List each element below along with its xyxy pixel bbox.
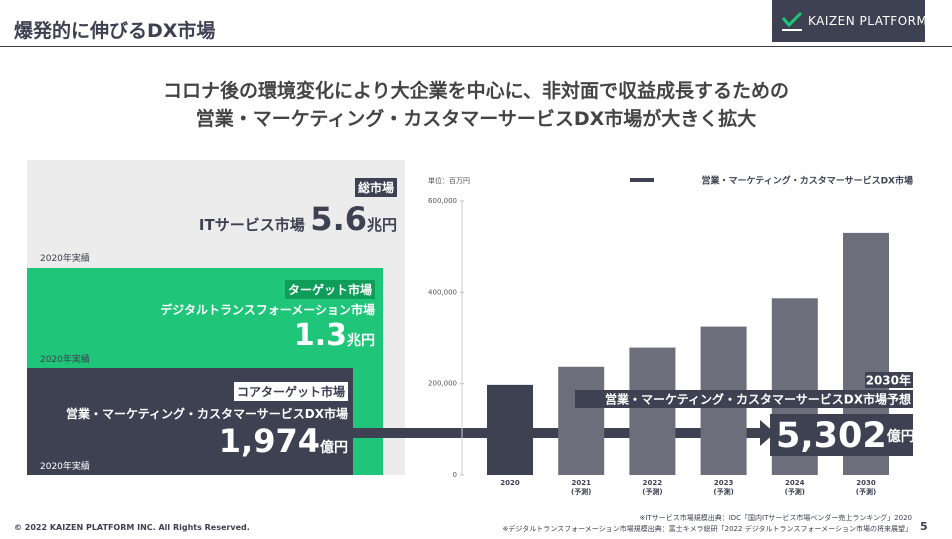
market-tag: コアターゲット市場 xyxy=(233,382,348,401)
market-unit: 兆円 xyxy=(366,216,397,234)
market-tag: 総市場 xyxy=(354,178,397,197)
market-unit: 兆円 xyxy=(347,333,375,349)
logo-icon xyxy=(781,11,803,31)
callout-title: 営業・マーケティング・カスタマーサービスDX市場予想 xyxy=(605,392,911,407)
callout-value: 5,302億円 xyxy=(776,416,915,456)
callout-unit: 億円 xyxy=(887,428,915,445)
logo: KAIZEN PLATFORM xyxy=(772,0,928,42)
x-tick-sublabel: (予測) xyxy=(856,487,876,496)
source-note: ※デジタルトランスフォーメーション市場規模出典：富士キメラ総研「2022 デジタ… xyxy=(502,525,912,533)
market-tag: ターゲット市場 xyxy=(284,280,375,299)
x-tick-label: 2023 xyxy=(714,479,734,487)
callout-box xyxy=(770,414,913,456)
bar xyxy=(629,347,676,475)
callout-number: 5,302 xyxy=(776,416,887,456)
callout-box xyxy=(575,390,913,408)
page-title: 爆発的に伸びるDX市場 xyxy=(14,20,216,42)
market-note: 2020年実績 xyxy=(40,254,90,264)
y-tick-label: 200,000 xyxy=(428,380,457,388)
copyright: © 2022 KAIZEN PLATFORM INC. All Rights R… xyxy=(14,523,250,532)
legend-label: 営業・マーケティング・カスタマーサービスDX市場 xyxy=(701,175,913,187)
market-note: 2020年実績 xyxy=(40,355,90,365)
callout-year: 2030年 xyxy=(866,373,911,388)
source-note: ※ITサービス市場規模出典：IDC「国内ITサービス市場ベンダー売上ランキング」… xyxy=(639,514,913,522)
y-tick-label: 600,000 xyxy=(428,197,457,205)
x-tick-sublabel: (予測) xyxy=(785,487,805,496)
market-name: ITサービス市場 xyxy=(198,216,305,234)
market-value: 5.6 xyxy=(310,200,367,238)
callout-box xyxy=(865,372,913,388)
y-tick-label: 0 xyxy=(453,471,457,479)
x-tick-sublabel: (予測) xyxy=(571,487,591,496)
market-figure: 1.3兆円 xyxy=(294,318,375,353)
logo-text: KAIZEN PLATFORM xyxy=(808,14,928,28)
legend-swatch xyxy=(630,178,654,182)
x-tick-label: 2021 xyxy=(571,479,591,487)
lead-line: 営業・マーケティング・カスタマーサービスDX市場が大きく拡大 xyxy=(195,108,757,130)
y-tick-label: 400,000 xyxy=(428,288,457,296)
market-note: 2020年実績 xyxy=(40,462,90,472)
unit-label: 単位：百万円 xyxy=(428,176,470,185)
header-rule xyxy=(0,46,952,47)
x-tick-sublabel: (予測) xyxy=(642,487,662,496)
x-tick-label: 2020 xyxy=(500,479,520,487)
page-number: 5 xyxy=(920,520,928,533)
lead-line: コロナ後の環境変化により大企業を中心に、非対面で収益成長するための xyxy=(162,80,790,102)
market-figure: 1,974億円 xyxy=(219,422,348,460)
x-tick-label: 2030 xyxy=(856,479,876,487)
market-value: 1,974 xyxy=(218,422,320,460)
x-tick-label: 2022 xyxy=(643,479,663,487)
market-name: デジタルトランスフォーメーション市場 xyxy=(160,303,375,317)
market-unit: 億円 xyxy=(320,440,348,456)
bar xyxy=(558,366,605,475)
market-value: 1.3 xyxy=(293,318,347,353)
market-figure: ITサービス市場 5.6兆円 xyxy=(199,200,397,238)
bar xyxy=(487,384,533,475)
x-tick-label: 2024 xyxy=(785,479,805,487)
market-name: 営業・マーケティング・カスタマーサービスDX市場 xyxy=(65,407,348,421)
x-tick-sublabel: (予測) xyxy=(713,487,733,496)
